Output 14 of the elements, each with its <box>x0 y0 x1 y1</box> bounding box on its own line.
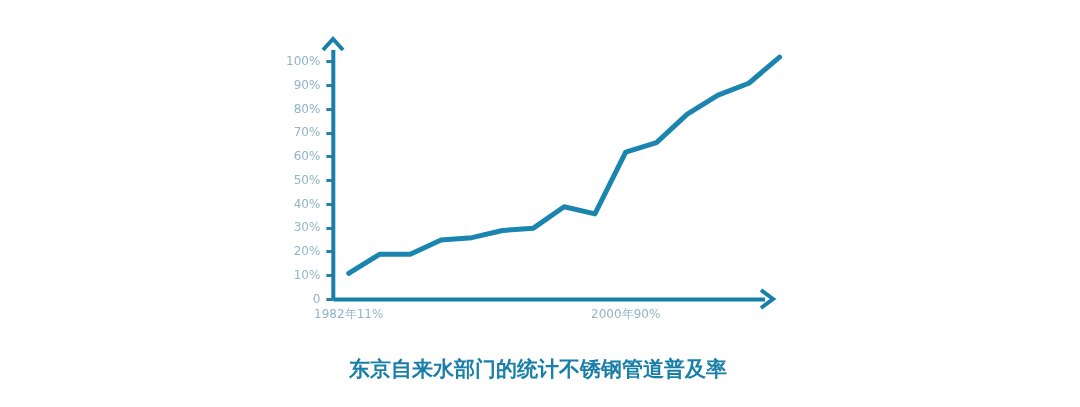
y-tick-label: 0 <box>312 291 321 306</box>
y-tick-label: 40% <box>293 196 321 211</box>
y-tick-label: 30% <box>293 220 321 235</box>
y-tick-label: 60% <box>293 149 321 164</box>
x-tick-label: 2000年90% <box>591 306 661 321</box>
y-tick-label: 80% <box>293 101 321 116</box>
text: 东京自来水部门的统计不锈钢管道普及率 <box>347 356 727 381</box>
y-tick-label: 50% <box>293 172 321 187</box>
y-tick-label: 90% <box>293 77 321 92</box>
y-tick-label: 70% <box>293 125 321 140</box>
y-tick-label: 100% <box>285 54 321 68</box>
y-tick-label: 10% <box>293 267 321 282</box>
y-tick-label: 20% <box>293 244 321 259</box>
x-tick-label: 1982年11% <box>314 306 384 321</box>
